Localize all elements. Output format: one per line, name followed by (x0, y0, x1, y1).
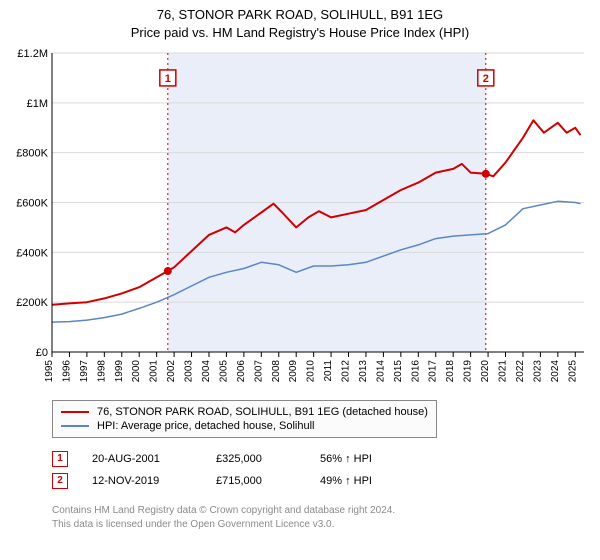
svg-text:2024: 2024 (550, 360, 561, 383)
svg-text:2018: 2018 (445, 360, 456, 383)
svg-text:£1.2M: £1.2M (17, 48, 48, 60)
footer-line-2: This data is licensed under the Open Gov… (52, 518, 590, 532)
sale-row: 2 12-NOV-2019 £715,000 49% ↑ HPI (52, 470, 590, 492)
svg-text:£1M: £1M (27, 98, 48, 110)
price-chart: £0 £200K £400K £600K £800K £1M £1.2M 1995 1996 19… (10, 47, 590, 392)
svg-text:2020: 2020 (480, 360, 491, 383)
legend-swatch (61, 425, 89, 427)
sale-price: £715,000 (216, 475, 296, 487)
svg-text:2007: 2007 (253, 360, 264, 383)
svg-text:2013: 2013 (358, 360, 369, 383)
legend-swatch (61, 411, 89, 413)
svg-text:2: 2 (483, 73, 489, 85)
footer-line-1: Contains HM Land Registry data © Crown c… (52, 504, 590, 518)
svg-text:1996: 1996 (61, 360, 72, 383)
svg-text:£600K: £600K (16, 198, 48, 210)
svg-text:1995: 1995 (44, 360, 55, 383)
sale-badge: 1 (52, 451, 68, 467)
sale-row: 1 20-AUG-2001 £325,000 56% ↑ HPI (52, 448, 590, 470)
svg-text:2017: 2017 (428, 360, 439, 383)
svg-text:1997: 1997 (79, 360, 90, 383)
svg-text:1998: 1998 (96, 360, 107, 383)
svg-text:£400K: £400K (16, 247, 48, 259)
svg-text:2005: 2005 (218, 360, 229, 383)
svg-text:2010: 2010 (306, 360, 317, 383)
sale-delta: 56% ↑ HPI (320, 453, 372, 465)
svg-text:2022: 2022 (515, 360, 526, 383)
page-subtitle: Price paid vs. HM Land Registry's House … (10, 24, 590, 42)
legend-label: 76, STONOR PARK ROAD, SOLIHULL, B91 1EG … (97, 406, 428, 418)
legend-label: HPI: Average price, detached house, Soli… (97, 420, 315, 432)
footer-attribution: Contains HM Land Registry data © Crown c… (52, 504, 590, 531)
sale-date: 12-NOV-2019 (92, 475, 192, 487)
svg-text:1: 1 (165, 73, 171, 85)
svg-text:2021: 2021 (498, 360, 509, 383)
legend-row: 76, STONOR PARK ROAD, SOLIHULL, B91 1EG … (61, 405, 428, 419)
sale-price: £325,000 (216, 453, 296, 465)
svg-text:1999: 1999 (114, 360, 125, 383)
svg-text:2003: 2003 (184, 360, 195, 383)
svg-text:2023: 2023 (532, 360, 543, 383)
svg-text:£0: £0 (36, 347, 48, 359)
svg-text:2004: 2004 (201, 360, 212, 383)
svg-text:2000: 2000 (131, 360, 142, 383)
svg-text:2008: 2008 (271, 360, 282, 383)
legend-row: HPI: Average price, detached house, Soli… (61, 419, 428, 433)
sale-delta: 49% ↑ HPI (320, 475, 372, 487)
svg-text:2002: 2002 (166, 360, 177, 383)
svg-text:2011: 2011 (323, 360, 334, 382)
sale-date: 20-AUG-2001 (92, 453, 192, 465)
svg-text:£200K: £200K (16, 297, 48, 309)
svg-text:2001: 2001 (149, 360, 160, 383)
sales-table: 1 20-AUG-2001 £325,000 56% ↑ HPI 2 12-NOV-201… (52, 448, 590, 492)
legend: 76, STONOR PARK ROAD, SOLIHULL, B91 1EG … (52, 400, 437, 438)
svg-text:2009: 2009 (288, 360, 299, 383)
svg-text:2016: 2016 (410, 360, 421, 383)
svg-text:2025: 2025 (567, 360, 578, 383)
svg-text:2014: 2014 (375, 360, 386, 383)
svg-text:2015: 2015 (393, 360, 404, 383)
svg-text:2006: 2006 (236, 360, 247, 383)
sale-badge: 2 (52, 473, 68, 489)
svg-text:2012: 2012 (341, 360, 352, 383)
page-title: 76, STONOR PARK ROAD, SOLIHULL, B91 1EG (10, 6, 590, 24)
svg-text:2019: 2019 (463, 360, 474, 383)
svg-text:£800K: £800K (16, 148, 48, 160)
